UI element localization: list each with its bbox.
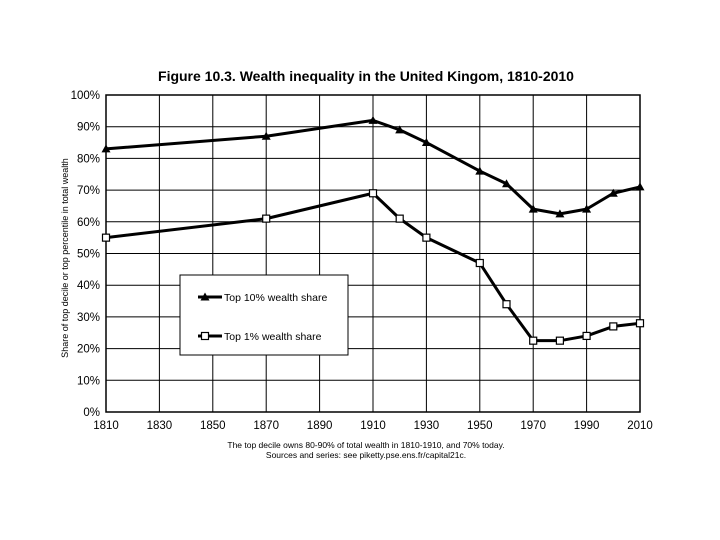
data-point [608,188,618,197]
data-point [475,258,484,268]
series-top-10 [101,115,645,218]
legend-box [179,274,349,356]
y-tick-label: 80% [77,153,100,165]
y-tick-label: 10% [77,375,100,387]
data-point [502,179,511,188]
x-tick-label: 1970 [520,420,546,432]
y-tick-label: 40% [77,280,100,292]
data-point [101,144,111,153]
series-layer [101,115,645,345]
data-point [555,209,565,218]
legend-marker [200,331,210,341]
y-tick-label: 90% [77,122,100,134]
data-point [475,166,485,175]
chart-source: Sources and series: see piketty.pse.ens.… [266,450,466,460]
data-point [368,189,378,198]
y-tick-label: 0% [83,407,100,419]
y-tick-label: 100% [71,90,100,102]
x-tick-label: 1990 [574,420,600,432]
series-line [105,191,641,343]
data-point [395,125,405,134]
series-top-1 [101,189,645,345]
x-tick-label: 1910 [360,420,386,432]
data-point [635,319,645,328]
x-tick-label: 1870 [253,420,279,432]
legend: Top 10% wealth share Top 1% wealth share [179,274,349,356]
data-point [502,300,511,309]
plot-area [105,94,641,413]
chart-note: The top decile owns 80-90% of total weal… [227,440,504,450]
x-tick-label: 1830 [147,420,173,432]
chart-title: Figure 10.3. Wealth inequality in the Un… [158,68,574,84]
data-point [582,204,592,213]
data-point [582,331,591,341]
data-point [261,131,271,140]
data-point [262,214,271,223]
data-point [609,322,618,331]
x-tick-label: 2010 [627,420,653,432]
x-tick-label: 1810 [93,420,119,432]
y-tick-label: 60% [77,217,100,229]
data-point [395,214,404,223]
data-point [528,204,538,213]
y-tick-label: 20% [77,344,100,356]
y-axis-label: Share of top decile or top percentile in… [60,158,70,358]
data-point [555,336,565,345]
x-tick-label: 1930 [414,420,440,432]
series-line [105,118,641,216]
x-tick-label: 1950 [467,420,493,432]
y-tick-label: 30% [77,312,100,324]
data-point [421,138,431,147]
y-tick-label: 70% [77,185,100,197]
legend-label: Top 10% wealth share [224,292,327,304]
legend-marker [200,292,210,301]
y-tick-label: 50% [77,249,100,261]
x-tick-label: 1890 [307,420,333,432]
x-tick-labels: 1810 1830 1850 1870 1890 1910 1930 1950 1970 1990… [93,420,653,432]
data-point [529,336,538,345]
legend-label: Top 1% wealth share [224,331,322,343]
data-point [422,233,431,242]
x-tick-label: 1850 [200,420,226,432]
data-point [101,233,111,242]
data-point [368,115,378,124]
y-tick-labels: 0% 10% 20% 30% 40% 50% 60% 70% 80% 90% 100% [71,90,100,419]
data-point [635,182,645,191]
